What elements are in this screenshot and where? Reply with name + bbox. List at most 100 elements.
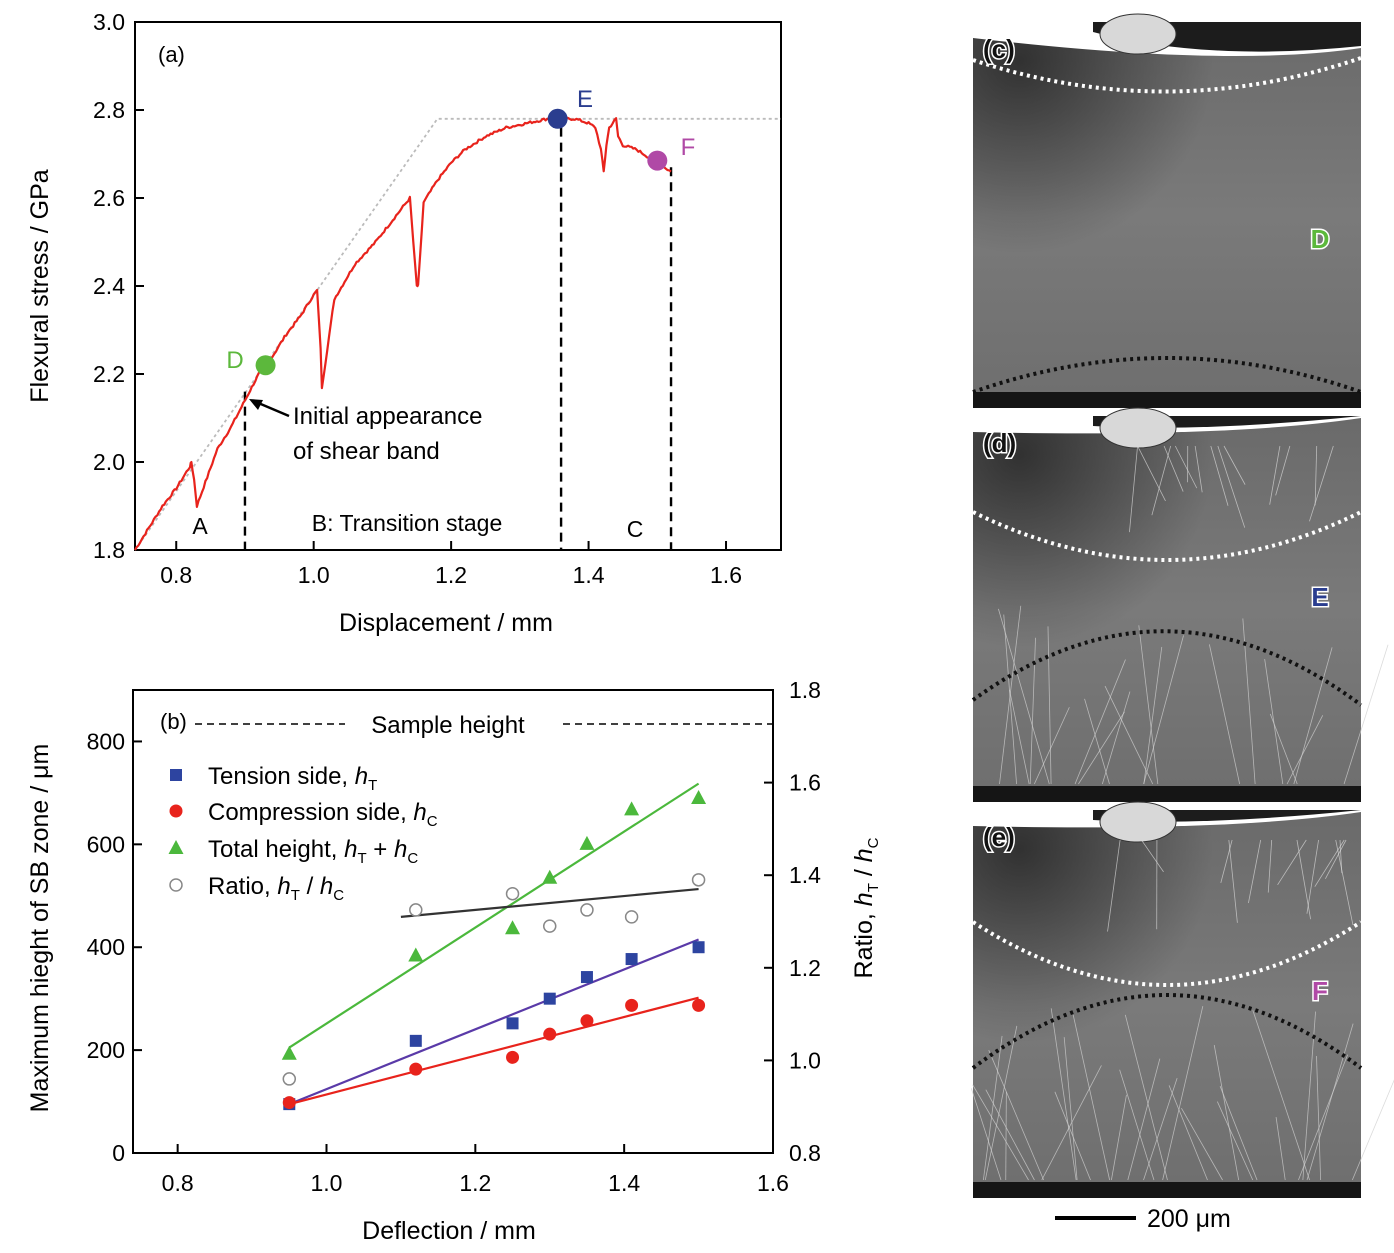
shear-band-line (1003, 614, 1017, 785)
x-tick-label-a: 0.8 (160, 562, 192, 588)
legend-marker (169, 878, 183, 892)
y2-tick-label-b: 1.0 (789, 1047, 821, 1073)
data-point (691, 873, 706, 887)
fit-line (289, 996, 699, 1106)
legend-marker (168, 840, 184, 854)
y2-tick-label-b: 1.6 (789, 770, 821, 796)
legend-label-part: T (368, 777, 377, 794)
panel-label-b: (b) (160, 709, 187, 734)
data-point (282, 1096, 296, 1110)
shear-band-line (1104, 685, 1154, 785)
legend-label-part: h (320, 873, 333, 900)
shear-band-line (1217, 445, 1246, 528)
y2-label-main: Ratio, (850, 906, 878, 978)
legend-label-part: h (344, 836, 357, 863)
data-point (691, 790, 707, 805)
legend-label-part: h (277, 873, 290, 900)
compression-boundary-dotted (972, 356, 1362, 394)
shear-band-line (1005, 1091, 1007, 1181)
shear-band-line (984, 1025, 1018, 1181)
shear-band-line (1213, 1044, 1240, 1181)
shear-band-line (1223, 445, 1246, 485)
panel-b: 0.8 1.0 1.2 1.4 1.6 0 200 400 600 800 0.8 1.0 1.2 1.4… (26, 677, 882, 1245)
plot-frame-a (134, 21, 782, 551)
shear-band-line (1078, 711, 1125, 785)
plot-area-a (134, 108, 781, 551)
y-axis-label-a: Flexural stress / GPa (26, 169, 54, 402)
legend-label-part: C (407, 850, 418, 867)
y-tick-label-a: 1.8 (93, 537, 125, 563)
micrograph-shading (973, 22, 1361, 408)
data-point (692, 998, 706, 1012)
legend-label: Compression side, hC (208, 799, 438, 830)
y-tick-label-a: 2.2 (93, 361, 125, 387)
legend-marker (169, 804, 183, 818)
legend-label: Tension side, hT (208, 763, 377, 794)
data-point (506, 1050, 520, 1064)
y-tick-label-a: 3.0 (93, 9, 125, 35)
x-tick-label-b: 1.6 (757, 1170, 789, 1196)
fit-line (400, 887, 699, 918)
shear-band-line (1242, 618, 1256, 785)
shear-band-line (998, 608, 1050, 785)
data-point (580, 903, 594, 917)
y-axis-label-b: Maximum hieght of SB zone / μm (26, 744, 54, 1113)
legend-label-part: Ratio, (208, 873, 277, 900)
micrograph-marker-label: D (1311, 224, 1330, 254)
data-point (409, 1062, 423, 1076)
shear-band-line (1162, 1006, 1204, 1181)
shear-band-line (1216, 1101, 1254, 1181)
y-tick-label-b: 200 (87, 1037, 125, 1063)
data-point (506, 1017, 519, 1030)
y-tick-label-a: 2.6 (93, 185, 125, 211)
bottom-edge (973, 392, 1361, 408)
micrograph-label: (d) (983, 428, 1016, 458)
reference-line (134, 117, 781, 551)
shear-band-line (1141, 839, 1164, 873)
legend-label-part: + (367, 836, 394, 863)
legend-label-part: Compression side, (208, 799, 413, 826)
axes-a: 0.8 1.0 1.2 1.4 1.6 1.8 2.0 2.2 2.4 2.6 2.8 3.0 (93, 9, 742, 588)
marker-label-f: F (681, 134, 696, 161)
panel-a: 0.8 1.0 1.2 1.4 1.6 1.8 2.0 2.2 2.4 2.6 2.8 3.0 (a)… (26, 9, 782, 637)
shear-band-line (1306, 1023, 1354, 1181)
x-tick-label-b: 1.0 (310, 1170, 342, 1196)
data-point (409, 903, 423, 917)
shear-band-line (1286, 715, 1324, 785)
shear-band-line (1009, 689, 1030, 785)
data-point (542, 919, 557, 933)
legend-label-part: T (357, 850, 366, 867)
data-point (281, 1045, 297, 1060)
shear-band-line (1194, 445, 1203, 493)
annotation-line-2: of shear band (293, 438, 440, 465)
y-tick-label-b: 0 (112, 1140, 125, 1166)
shear-band-line (985, 1089, 1035, 1181)
shear-band-line (1314, 839, 1345, 887)
x-tick-label-b: 1.4 (608, 1170, 640, 1196)
data-point (580, 1014, 594, 1028)
shear-band-line (1050, 1008, 1077, 1181)
x-tick-label-a: 1.2 (435, 562, 467, 588)
y2-tick-label-b: 0.8 (789, 1140, 821, 1166)
shear-band-line (1302, 1011, 1316, 1181)
fit-line (288, 782, 700, 1049)
x-tick-label-a: 1.4 (573, 562, 605, 588)
shear-band-line (1314, 445, 1318, 506)
legend-label: Total height, hT + hC (208, 836, 418, 867)
y2-tick-label-b: 1.8 (789, 677, 821, 703)
stage-label-c: C (627, 516, 644, 542)
shear-band-line (1269, 445, 1281, 505)
shear-band-line (1219, 1085, 1258, 1181)
shear-band-line (1306, 839, 1319, 914)
shear-band-line (1316, 1055, 1322, 1181)
marker-label-d: D (226, 347, 243, 374)
shear-band-line (1041, 1065, 1102, 1181)
shear-band-line (1252, 1010, 1310, 1181)
y-tick-label-a: 2.8 (93, 97, 125, 123)
legend-label-part: h (394, 836, 407, 863)
x-axis-label-b: Deflection / mm (362, 1217, 536, 1245)
shear-band-line (1074, 659, 1126, 785)
shear-band-line (1343, 644, 1389, 785)
micrograph-marker-label: F (1312, 976, 1328, 1006)
scale-bar: 200 μm (1055, 1205, 1231, 1233)
